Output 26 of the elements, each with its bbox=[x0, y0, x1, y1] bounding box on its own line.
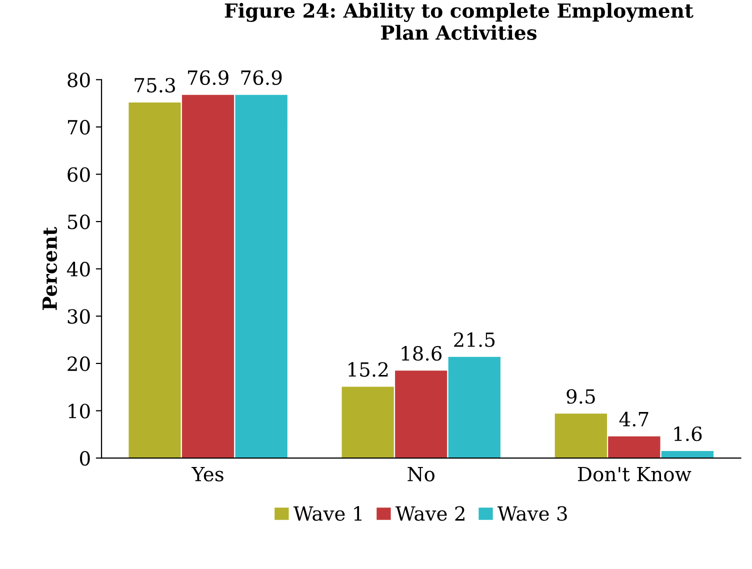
data-label: 4.7 bbox=[619, 412, 648, 426]
y-tick-label: 30 bbox=[68, 309, 90, 324]
y-tick-label: 50 bbox=[68, 214, 90, 230]
data-label: 76.9 bbox=[241, 70, 282, 85]
y-tick-label: 0 bbox=[80, 451, 90, 466]
data-label: 76.9 bbox=[188, 70, 228, 85]
y-tick-label: 40 bbox=[66, 262, 90, 277]
data-label: 21.5 bbox=[454, 332, 495, 348]
x-tick-label: Don't Know bbox=[578, 466, 692, 482]
x-tick-label: Yes bbox=[192, 466, 224, 482]
y-tick-label: 10 bbox=[68, 404, 90, 418]
y-tick-label: 80 bbox=[68, 72, 90, 88]
data-label: 15.2 bbox=[348, 362, 388, 377]
legend-label: Wave 2 bbox=[395, 506, 464, 521]
x-tick-label: No bbox=[408, 466, 434, 482]
y-tick-label: 60 bbox=[68, 167, 90, 182]
data-label: 75.3 bbox=[134, 78, 175, 93]
y-tick-label: 70 bbox=[68, 120, 90, 135]
data-label: 9.5 bbox=[566, 389, 595, 404]
data-label: 1.6 bbox=[674, 426, 702, 442]
y-axis-title: Percent bbox=[42, 226, 58, 310]
data-label: 18.6 bbox=[402, 346, 442, 361]
legend-label: Wave 3 bbox=[498, 506, 567, 521]
chart-title: Figure 24: Ability to complete Employment Plan Activities bbox=[224, 2, 694, 40]
legend-label: Wave 1 bbox=[293, 506, 362, 521]
y-tick-label: 20 bbox=[68, 356, 90, 372]
